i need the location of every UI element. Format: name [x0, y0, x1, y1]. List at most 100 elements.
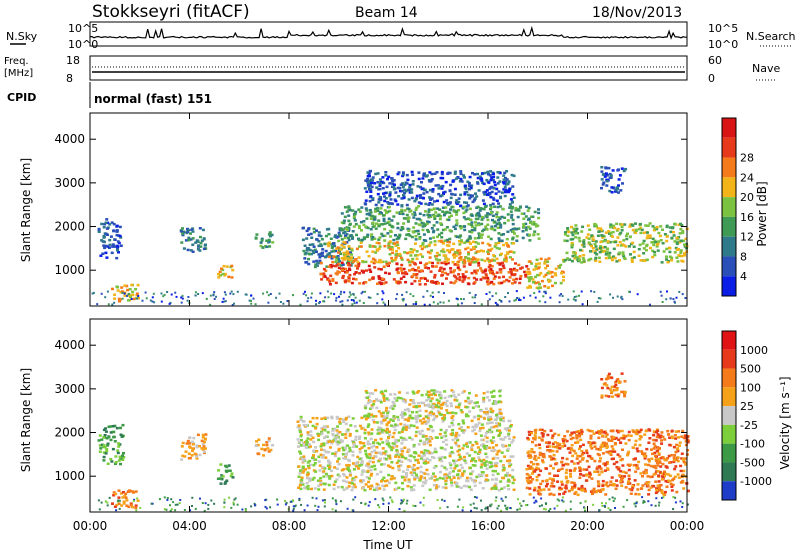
scatter-cell: [545, 467, 548, 470]
scatter-cell: [496, 401, 500, 404]
scatter-cell: [468, 218, 472, 221]
scatter-cell: [437, 485, 441, 488]
scatter-cell: [282, 302, 285, 305]
scatter-cell: [496, 303, 498, 306]
scatter-cell: [407, 409, 411, 413]
scatter-cell: [398, 186, 402, 190]
scatter-cell: [469, 242, 472, 245]
scatter-cell: [595, 489, 599, 493]
scatter-cell: [434, 487, 438, 491]
scatter-cell: [492, 198, 496, 201]
scatter-cell: [393, 397, 397, 400]
scatter-cell: [181, 441, 185, 445]
scatter-cell: [506, 219, 510, 222]
scatter-cell: [455, 485, 459, 488]
scatter-cell: [105, 227, 109, 230]
scatter-cell: [333, 466, 337, 469]
scatter-cell: [472, 199, 476, 202]
scatter-cell: [529, 294, 532, 297]
scatter-cell: [354, 278, 358, 281]
scatter-cell: [493, 418, 497, 421]
scatter-cell: [411, 251, 414, 254]
scatter-cell: [665, 225, 669, 229]
scatter-cell: [381, 411, 385, 415]
scatter-cell: [422, 192, 426, 195]
scatter-cell: [486, 257, 490, 260]
scatter-cell: [445, 260, 449, 263]
scatter-cell: [302, 444, 306, 447]
scatter-cell: [654, 466, 658, 470]
scatter-cell: [398, 281, 402, 284]
scatter-cell: [301, 483, 305, 486]
scatter-cell: [537, 211, 541, 215]
scatter-cell: [415, 430, 419, 434]
scatter-cell: [104, 452, 108, 455]
scatter-cell: [532, 488, 536, 492]
scatter-cell: [485, 293, 488, 295]
scatter-cell: [351, 209, 355, 212]
scatter-cell: [363, 187, 367, 190]
scatter-cell: [597, 429, 601, 433]
scatter-cell: [319, 244, 323, 248]
scatter-cell: [205, 297, 208, 300]
scatter-cell: [426, 449, 430, 453]
scatter-cell: [607, 372, 611, 376]
scatter-cell: [364, 207, 368, 210]
scatter-cell: [478, 215, 482, 218]
scatter-cell: [680, 452, 684, 455]
scatter-cell: [397, 431, 401, 434]
scatter-cell: [582, 254, 586, 257]
scatter-patch: [525, 257, 566, 290]
scatter-cell: [100, 222, 104, 226]
scatter-cell: [180, 296, 183, 299]
scatter-cell: [530, 262, 534, 265]
scatter-cell: [631, 429, 635, 432]
scatter-cell: [312, 463, 316, 467]
scatter-cell: [438, 476, 442, 480]
scatter-cell: [499, 459, 503, 463]
scatter-cell: [469, 472, 473, 475]
scatter-cell: [597, 256, 601, 260]
scatter-cell: [421, 255, 424, 258]
scatter-cell: [585, 449, 589, 452]
scatter-cell: [651, 237, 655, 241]
scatter-cell: [333, 427, 337, 431]
scatter-cell: [308, 253, 312, 256]
scatter-cell: [550, 436, 554, 440]
scatter-cell: [590, 290, 593, 293]
scatter-cell: [428, 196, 432, 199]
scatter-cell: [618, 251, 622, 254]
scatter-cell: [114, 462, 117, 465]
scatter-cell: [565, 251, 569, 255]
scatter-cell: [414, 229, 418, 233]
scatter-cell: [532, 220, 536, 224]
scatter-cell: [122, 455, 126, 459]
scatter-cell: [224, 300, 227, 303]
scatter-cell: [383, 195, 386, 198]
scatter-cell: [382, 217, 386, 221]
scatter-cell: [564, 484, 568, 487]
scatter-cell: [644, 468, 648, 472]
scatter-cell: [462, 390, 466, 393]
scatter-cell: [102, 428, 106, 432]
scatter-cell: [367, 415, 370, 418]
scatter-cell: [681, 429, 685, 433]
scatter-cell: [358, 245, 361, 248]
scatter-cell: [369, 211, 373, 214]
scatter-cell: [436, 261, 440, 265]
scatter-cell: [497, 237, 501, 240]
scatter-cell: [361, 271, 365, 274]
scatter-cell: [455, 222, 459, 225]
scatter-cell: [412, 303, 415, 306]
scatter-cell: [411, 257, 415, 261]
scatter-cell: [652, 433, 656, 437]
scatter-cell: [385, 479, 389, 482]
scatter-cell: [678, 444, 681, 447]
scatter-cell: [408, 234, 412, 237]
scatter-cell: [417, 205, 421, 208]
scatter-cell: [601, 173, 605, 176]
scatter-cell: [455, 437, 459, 440]
scatter-cell: [575, 227, 579, 231]
scatter-cell: [466, 396, 470, 400]
scatter-cell: [487, 265, 491, 269]
